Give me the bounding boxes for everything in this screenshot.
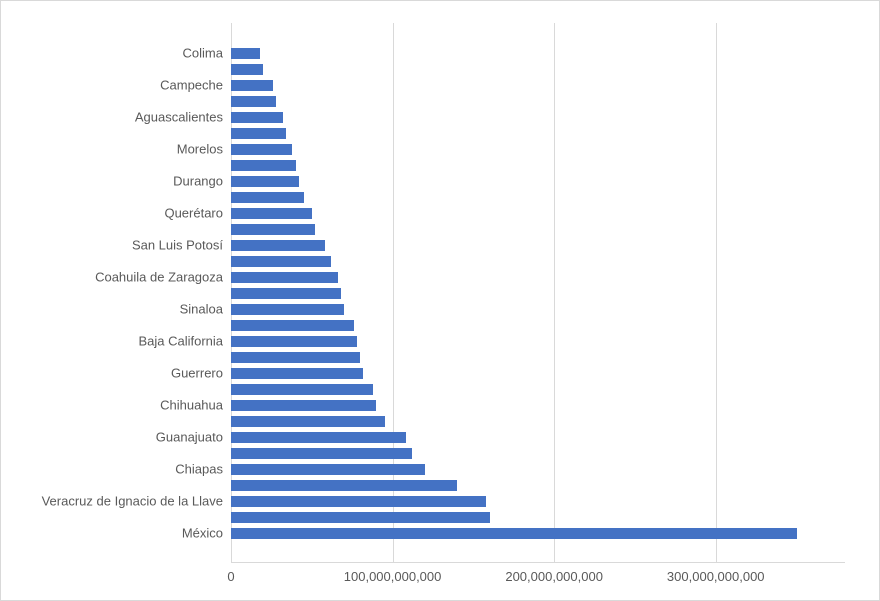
plot-area: 0100,000,000,000200,000,000,000300,000,0…	[231, 23, 845, 563]
bar	[231, 368, 363, 379]
bar	[231, 432, 406, 443]
y-axis-category-label: San Luis Potosí	[132, 238, 223, 253]
y-axis-category-label: Campeche	[160, 78, 223, 93]
bar	[231, 112, 283, 123]
y-axis-category-label: Baja California	[138, 334, 223, 349]
bar	[231, 208, 312, 219]
bar	[231, 256, 331, 267]
y-axis-category-label: Aguascalientes	[135, 110, 223, 125]
y-axis-category-label: Guanajuato	[156, 430, 223, 445]
x-axis-tick-label: 200,000,000,000	[505, 569, 603, 584]
bar	[231, 480, 457, 491]
bar	[231, 48, 260, 59]
bar	[231, 144, 292, 155]
bar	[231, 128, 286, 139]
bar	[231, 80, 273, 91]
x-axis-line	[231, 562, 845, 563]
bar	[231, 496, 486, 507]
y-axis-category-label: Veracruz de Ignacio de la Llave	[42, 494, 223, 509]
y-axis-category-label: Chihuahua	[160, 398, 223, 413]
bar	[231, 272, 338, 283]
bar	[231, 64, 263, 75]
gridline	[554, 23, 555, 563]
bar	[231, 304, 344, 315]
bar	[231, 528, 797, 539]
y-axis-category-label: Coahuila de Zaragoza	[95, 270, 223, 285]
bar	[231, 160, 296, 171]
bar	[231, 240, 325, 251]
y-axis-category-label: Sinaloa	[180, 302, 223, 317]
bar	[231, 224, 315, 235]
y-axis-category-label: Chiapas	[175, 462, 223, 477]
y-axis-category-label: Durango	[173, 174, 223, 189]
x-axis-tick-label: 300,000,000,000	[667, 569, 765, 584]
gridline	[716, 23, 717, 563]
bar	[231, 96, 276, 107]
x-axis-tick-label: 0	[227, 569, 234, 584]
bar	[231, 336, 357, 347]
bar	[231, 512, 490, 523]
bar	[231, 448, 412, 459]
bar	[231, 416, 385, 427]
x-axis-tick-label: 100,000,000,000	[344, 569, 442, 584]
bar	[231, 384, 373, 395]
y-axis-category-label: Querétaro	[164, 206, 223, 221]
chart-container: 0 100,000,000,000 200,000,000,000 300,000,0…	[0, 0, 880, 601]
bar	[231, 288, 341, 299]
bar	[231, 352, 360, 363]
bar	[231, 400, 376, 411]
bar	[231, 320, 354, 331]
bar	[231, 176, 299, 187]
bar	[231, 192, 304, 203]
y-axis-category-label: México	[182, 526, 223, 541]
y-axis-category-label: Colima	[183, 46, 223, 61]
y-axis-category-label: Morelos	[177, 142, 223, 157]
bar	[231, 464, 425, 475]
y-axis-category-label: Guerrero	[171, 366, 223, 381]
chart-inner: 0 100,000,000,000 200,000,000,000 300,000,0…	[13, 13, 861, 588]
